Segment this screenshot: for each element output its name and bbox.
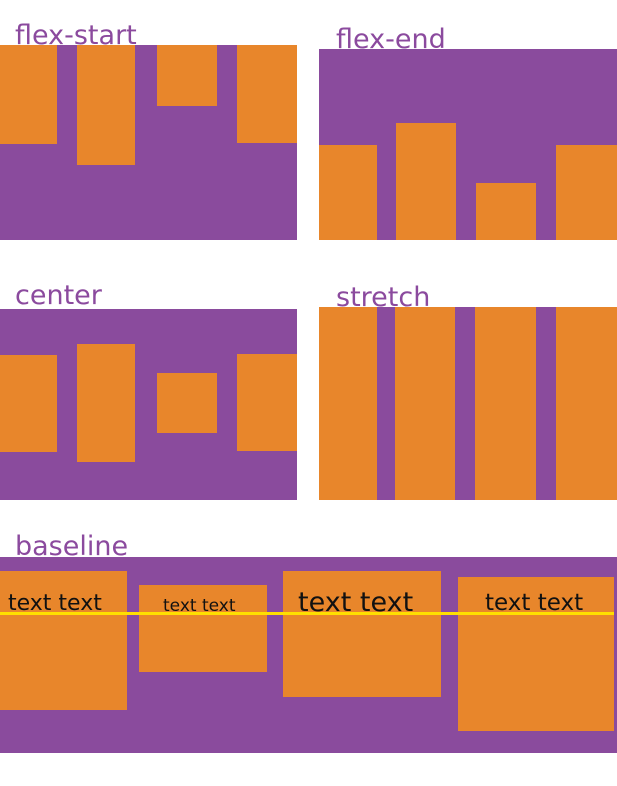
- flex-item: [556, 145, 617, 240]
- section-label-flex-start: flex-start: [15, 20, 137, 51]
- flex-item: [77, 344, 135, 462]
- item-text: text text: [485, 590, 584, 616]
- flex-item: [157, 373, 217, 433]
- flex-container-flex-start: [0, 45, 297, 240]
- section-label-stretch: stretch: [336, 282, 431, 313]
- flex-item: [476, 183, 536, 240]
- flex-item: text text: [458, 577, 614, 731]
- flex-item: [475, 307, 536, 500]
- flex-item: [396, 123, 456, 240]
- flex-container-baseline: text text text text text text text text: [0, 557, 617, 753]
- flex-container-center: [0, 309, 297, 500]
- flex-item: [237, 354, 297, 451]
- flex-item: [0, 45, 57, 144]
- flex-container-flex-end: [319, 49, 617, 240]
- flex-item: [395, 307, 455, 500]
- section-label-center: center: [15, 280, 102, 311]
- flex-item: text text: [0, 571, 127, 710]
- flex-item: [237, 45, 297, 143]
- item-text: text text: [298, 587, 414, 618]
- flex-item: text text: [139, 585, 267, 672]
- flex-item: [556, 307, 617, 500]
- item-text: text text: [8, 591, 102, 616]
- flex-item: [77, 45, 135, 165]
- flex-item: [319, 145, 377, 240]
- baseline-indicator-line: [0, 612, 614, 615]
- flex-item: [319, 307, 377, 500]
- item-text: text text: [163, 596, 236, 616]
- flex-item: text text: [283, 571, 441, 697]
- section-label-baseline: baseline: [15, 531, 129, 562]
- flex-item: [0, 355, 57, 452]
- section-label-flex-end: flex-end: [336, 24, 446, 55]
- flex-item: [157, 45, 217, 106]
- flex-container-stretch: [319, 307, 617, 500]
